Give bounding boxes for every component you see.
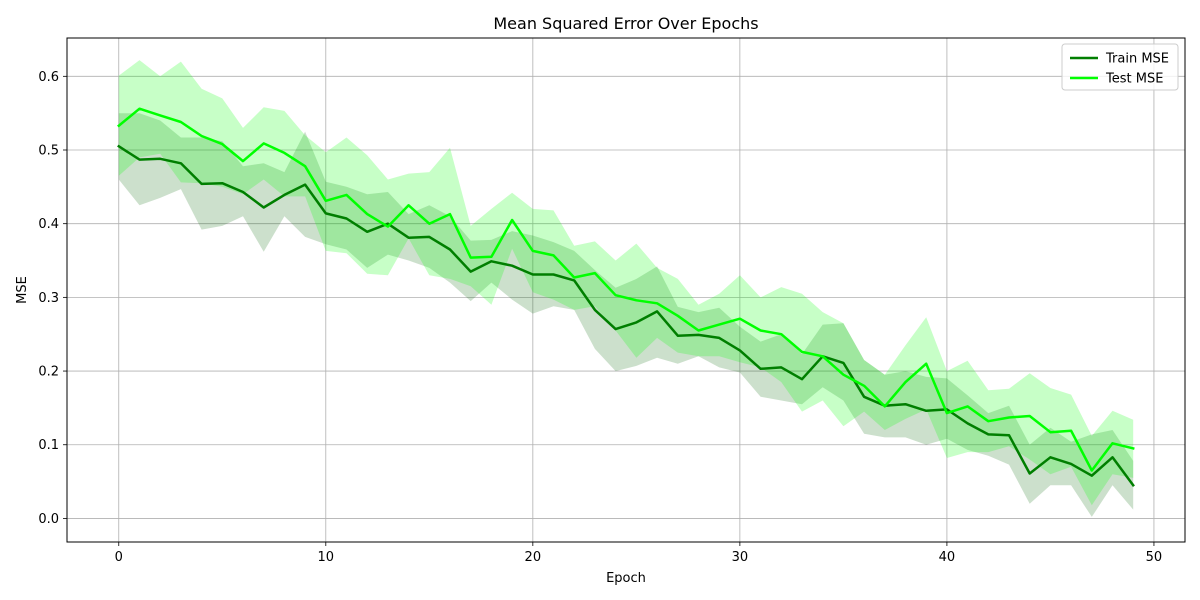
x-axis-ticks: 0 10 20 30 40 50 (115, 542, 1163, 565)
chart-title: Mean Squared Error Over Epochs (493, 14, 758, 33)
legend-label: Train MSE (1105, 52, 1169, 67)
y-tick-label: 0.6 (38, 70, 59, 85)
confidence-band-test (118, 60, 1134, 506)
series-lines (117, 107, 1135, 488)
y-tick-label: 0.2 (38, 365, 59, 380)
x-tick-label: 50 (1146, 550, 1163, 565)
legend: Train MSE Test MSE (1061, 43, 1179, 91)
x-axis-label: Epoch (606, 571, 646, 586)
x-tick-label: 0 (115, 550, 123, 565)
x-tick-label: 10 (318, 550, 335, 565)
x-tick-label: 40 (939, 550, 956, 565)
y-tick-label: 0.0 (38, 512, 59, 527)
y-axis-ticks: 0.0 0.1 0.2 0.3 0.4 0.5 0.6 (38, 70, 67, 527)
y-tick-label: 0.4 (38, 217, 59, 232)
y-axis-label: MSE (15, 276, 30, 304)
series-line-train (117, 144, 1135, 488)
x-tick-label: 20 (525, 550, 542, 565)
confidence-bands (118, 60, 1134, 517)
legend-label: Test MSE (1105, 72, 1163, 87)
y-tick-label: 0.1 (38, 438, 59, 453)
y-tick-label: 0.3 (38, 291, 59, 306)
x-tick-label: 30 (732, 550, 749, 565)
confidence-band-train (118, 113, 1134, 517)
plot-frame (66, 37, 1186, 543)
y-tick-label: 0.5 (38, 144, 59, 159)
series-line-test (117, 107, 1135, 472)
